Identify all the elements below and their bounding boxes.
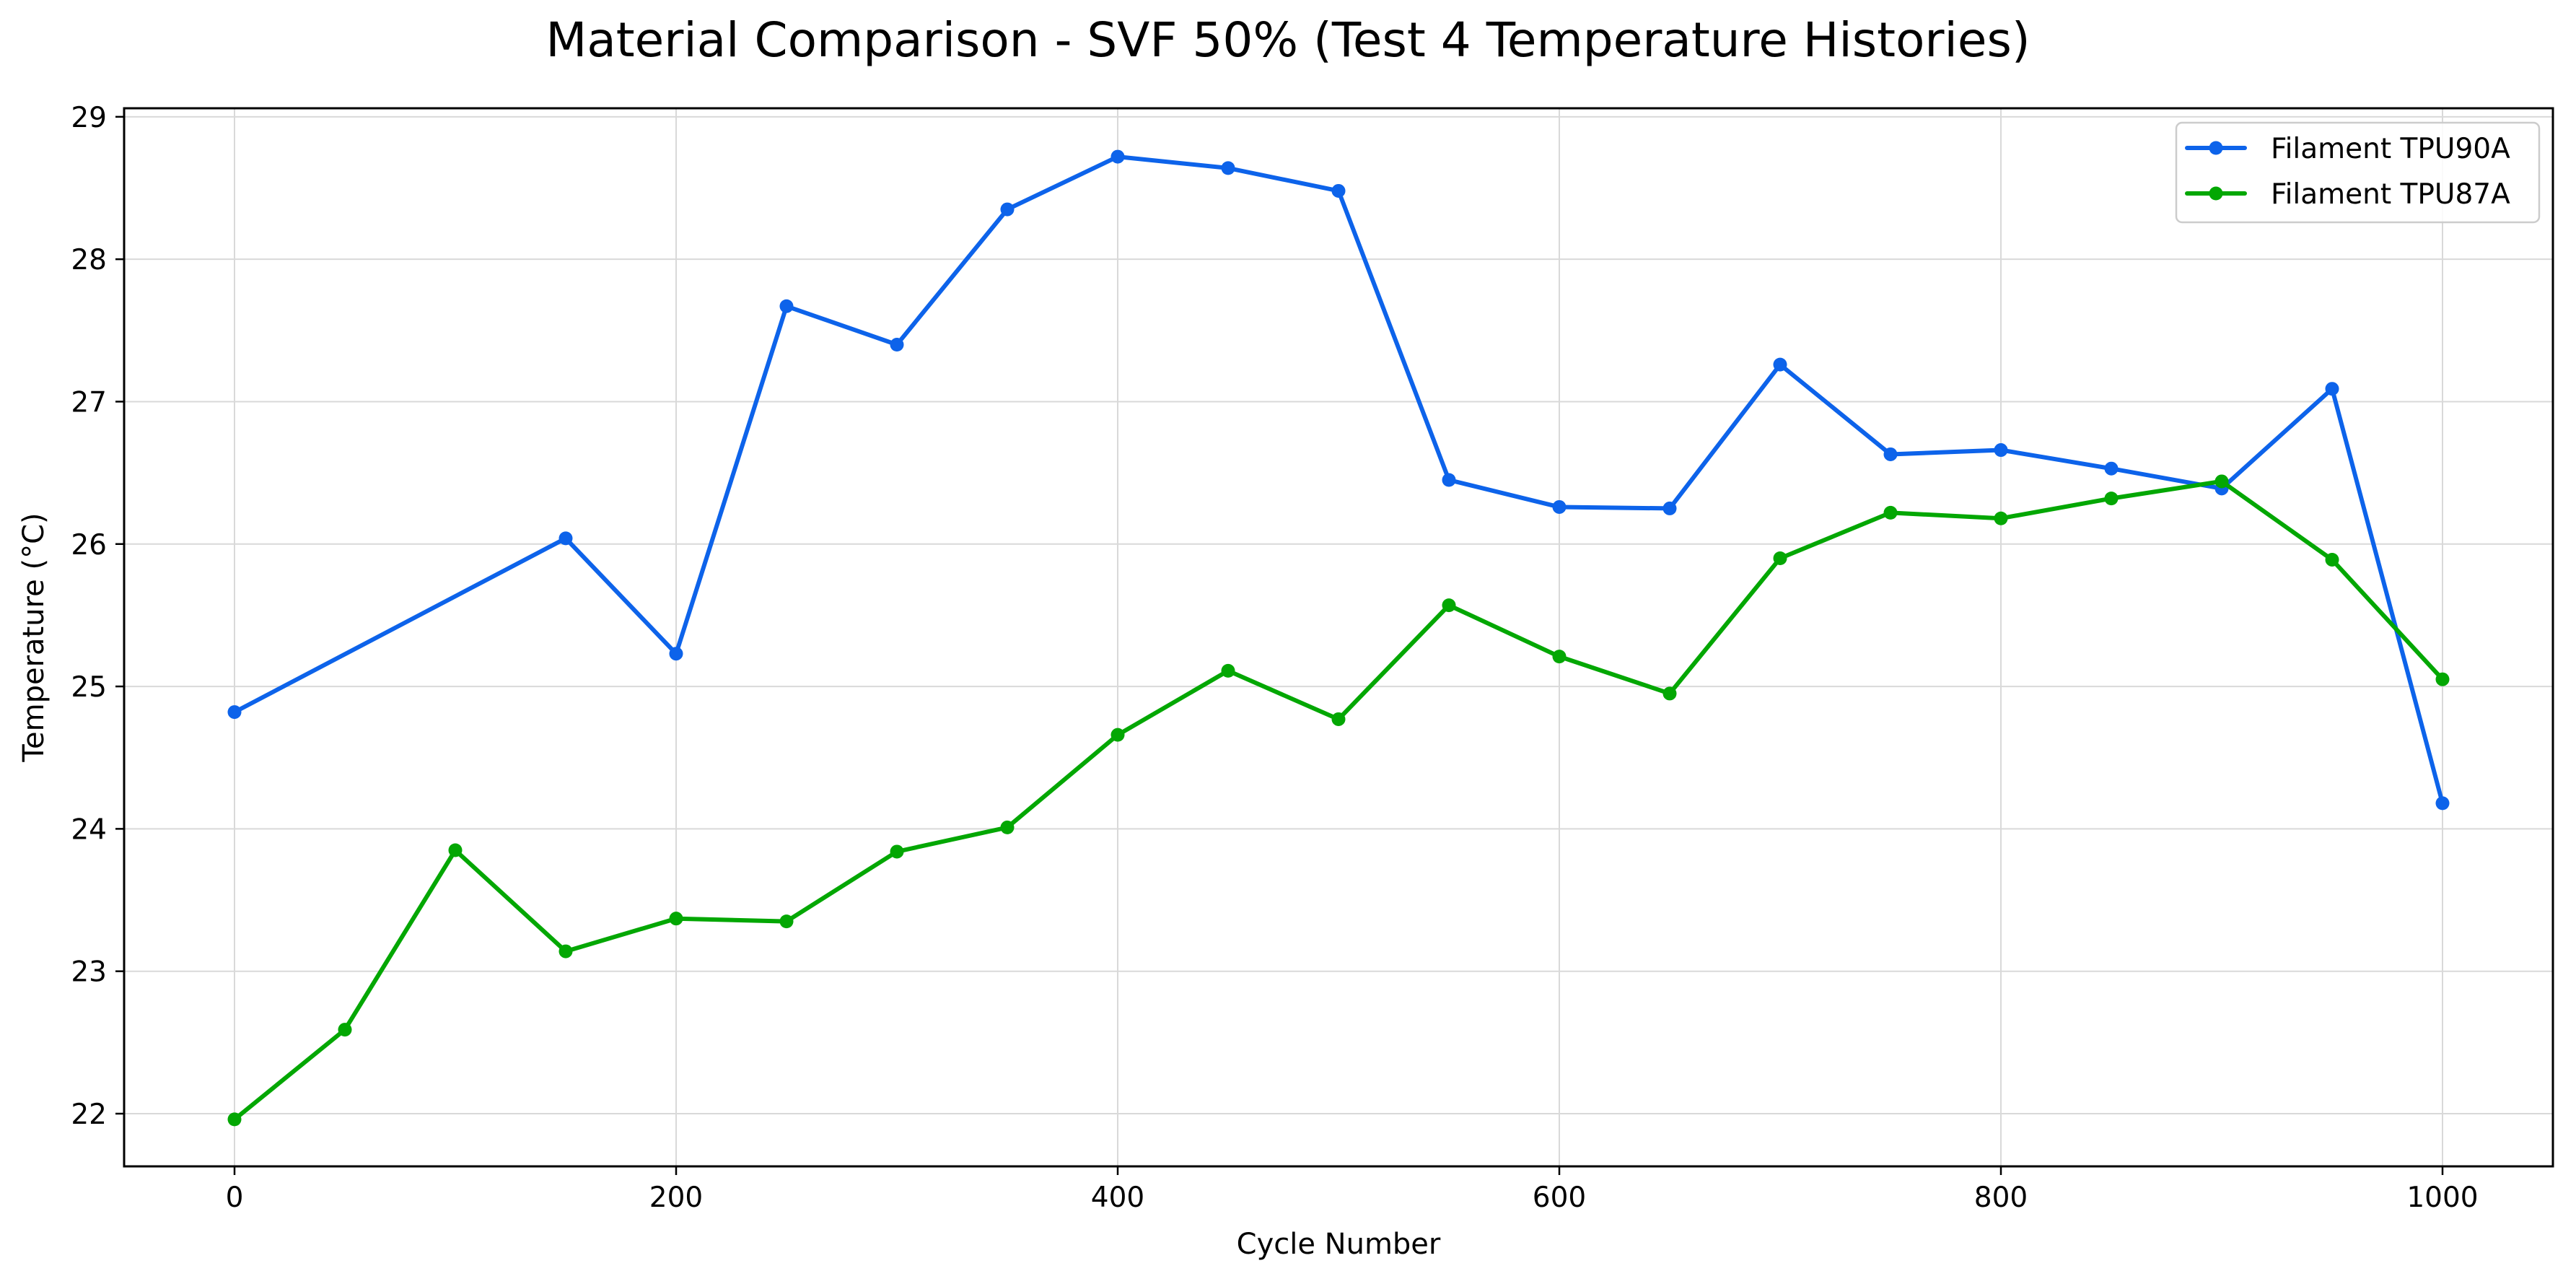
- series-2-point: [1773, 551, 1787, 565]
- x-axis-label: Cycle Number: [1237, 1228, 1441, 1261]
- series-1-point: [1994, 443, 2008, 458]
- series-1-point: [1662, 501, 1677, 515]
- series-1-point: [1773, 357, 1787, 372]
- series-2-point: [669, 912, 683, 926]
- y-tick-label: 28: [71, 244, 107, 276]
- axis-ticks: 0 200 400 600 800 1000 22 23 24 25 26 27 28 29: [71, 102, 2478, 1214]
- legend-box: [2175, 121, 2541, 224]
- series-2-point: [227, 1112, 242, 1127]
- y-tick-label: 22: [71, 1099, 107, 1131]
- series-2-point: [2435, 672, 2450, 686]
- series-2-point: [2325, 552, 2339, 567]
- series-1-point: [779, 299, 794, 313]
- y-tick-label: 25: [71, 671, 107, 704]
- series-2-point: [448, 843, 463, 857]
- series-1-point: [1331, 183, 1346, 198]
- x-tick-label: 400: [1091, 1182, 1144, 1214]
- series-2-point: [1552, 650, 1567, 664]
- x-tick-label: 600: [1533, 1182, 1586, 1214]
- series-2-point: [1000, 820, 1015, 834]
- series-1-point: [1552, 499, 1567, 514]
- legend-label-1: Filament TPU90A: [2271, 133, 2510, 165]
- series-1-point: [558, 531, 573, 546]
- chart-title: Material Comparison - SVF 50% (Test 4 Te…: [546, 12, 2030, 68]
- series-2-point: [1331, 712, 1346, 726]
- legend-marker-1: [2209, 141, 2223, 155]
- series-1-point: [1221, 161, 1235, 175]
- y-tick-label: 23: [71, 956, 107, 989]
- series-2-point: [890, 844, 904, 859]
- y-axis-label: Temperature (°C): [17, 512, 51, 762]
- legend: Filament TPU90A Filament TPU87A: [2175, 121, 2541, 224]
- series-2-point: [2104, 492, 2119, 506]
- data-series: [227, 149, 2450, 1127]
- y-tick-label: 29: [71, 102, 107, 134]
- series-1-point: [890, 338, 904, 352]
- series-2-point: [2214, 474, 2229, 489]
- legend-label-2: Filament TPU87A: [2271, 178, 2510, 211]
- series-2-point: [1662, 686, 1677, 701]
- series-1-point: [2104, 461, 2119, 476]
- series-1-point: [2435, 796, 2450, 811]
- grid-lines: [124, 108, 2553, 1166]
- series-2-point: [779, 914, 794, 929]
- y-tick-label: 24: [71, 813, 107, 846]
- series-1-point: [1110, 149, 1125, 164]
- series-2-point: [558, 944, 573, 958]
- series-2-point: [1110, 728, 1125, 742]
- x-tick-label: 800: [1974, 1182, 2028, 1214]
- x-tick-label: 1000: [2406, 1182, 2478, 1214]
- x-tick-label: 0: [226, 1182, 244, 1214]
- y-tick-label: 27: [71, 386, 107, 419]
- series-1-point: [1883, 447, 1898, 461]
- series-2-point: [338, 1023, 352, 1037]
- plot-frame: [123, 107, 2554, 1168]
- series-1-point: [1000, 202, 1015, 217]
- legend-marker-2: [2209, 186, 2223, 201]
- series-1-point: [669, 647, 683, 661]
- series-2-point: [1221, 663, 1235, 678]
- series-1-point: [227, 705, 242, 720]
- series-2-point: [1442, 598, 1456, 613]
- y-tick-label: 26: [71, 529, 107, 562]
- series-1-point: [1442, 473, 1456, 487]
- series-1-point: [2325, 382, 2339, 396]
- series-2-point: [1883, 505, 1898, 520]
- series-2-point: [1994, 511, 2008, 525]
- x-tick-label: 200: [649, 1182, 703, 1214]
